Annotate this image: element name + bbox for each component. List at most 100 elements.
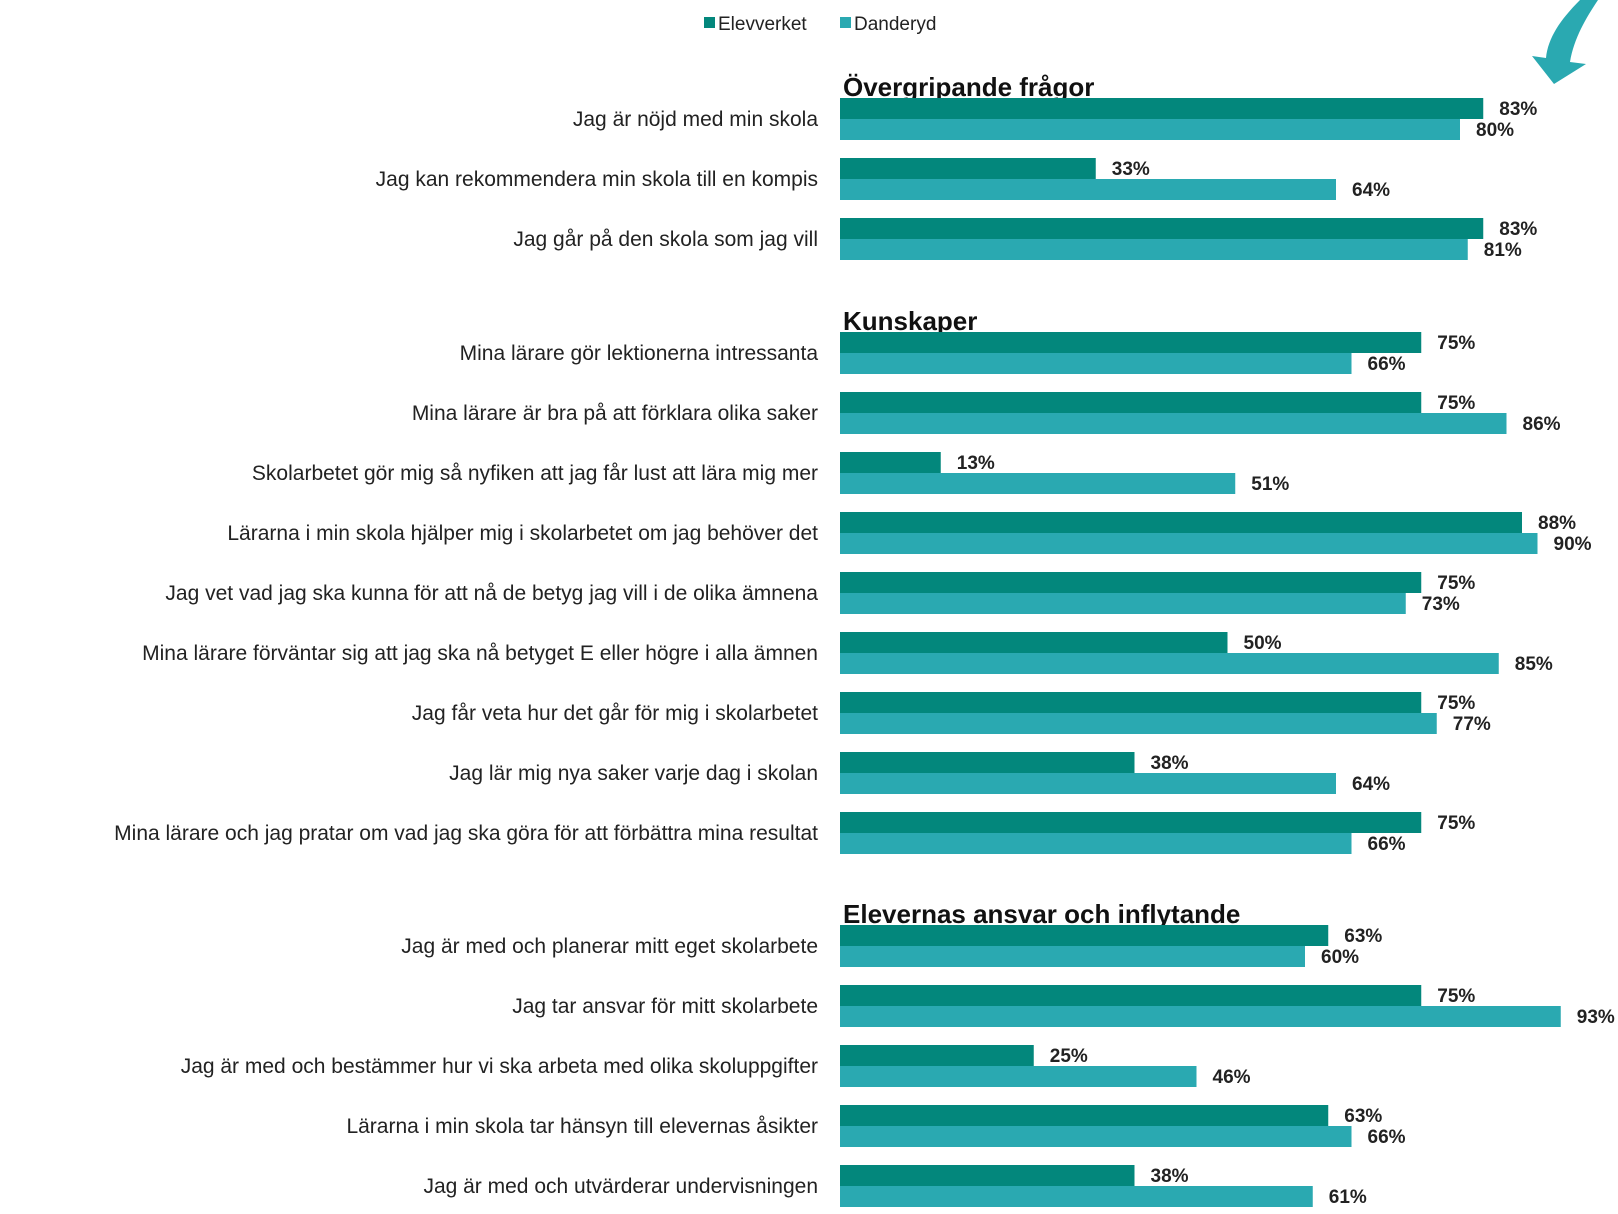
question-label: Lärarna i min skola tar hänsyn till elev… [346, 1115, 818, 1138]
value-label-elevverket: 75% [1437, 693, 1475, 714]
bar-elevverket [840, 332, 1422, 353]
bar-danderyd [840, 833, 1352, 854]
legend-label-1: Danderyd [854, 14, 936, 35]
section-1: Kunskaper Mina lärare gör lektionerna int… [114, 306, 1591, 855]
question-row: Lärarna i min skola tar hänsyn till elev… [346, 1105, 1406, 1148]
value-label-elevverket: 88% [1538, 513, 1576, 534]
question-label: Skolarbetet gör mig så nyfiken att jag f… [252, 462, 818, 485]
bar-danderyd [840, 946, 1305, 967]
question-row: Jag lär mig nya saker varje dag i skolan… [449, 752, 1390, 795]
bar-danderyd [840, 239, 1468, 260]
bar-danderyd [840, 413, 1507, 434]
section-title: Kunskaper [843, 306, 977, 336]
question-label: Jag är med och planerar mitt eget skolar… [401, 935, 818, 958]
value-label-danderyd: 61% [1329, 1187, 1367, 1208]
value-label-elevverket: 75% [1437, 393, 1475, 414]
bar-elevverket [840, 985, 1422, 1006]
value-label-danderyd: 64% [1352, 180, 1390, 201]
value-label-danderyd: 77% [1453, 714, 1491, 735]
bar-elevverket [840, 692, 1422, 713]
question-row: Mina lärare är bra på att förklara olika… [412, 392, 1561, 435]
bar-elevverket [840, 392, 1422, 413]
question-label: Jag lär mig nya saker varje dag i skolan [449, 762, 818, 785]
value-label-danderyd: 81% [1484, 240, 1522, 261]
value-label-danderyd: 86% [1523, 414, 1561, 435]
value-label-elevverket: 75% [1437, 813, 1475, 834]
value-label-danderyd: 73% [1422, 594, 1460, 615]
question-label: Jag är med och utvärderar undervisningen [423, 1175, 818, 1198]
question-row: Mina lärare och jag pratar om vad jag sk… [114, 812, 1475, 855]
bar-elevverket [840, 452, 941, 473]
question-row: Skolarbetet gör mig så nyfiken att jag f… [252, 452, 1289, 495]
value-label-elevverket: 63% [1344, 926, 1382, 947]
section-title: Elevernas ansvar och inflytande [843, 899, 1240, 929]
question-label: Mina lärare och jag pratar om vad jag sk… [114, 822, 818, 845]
section-2: Elevernas ansvar och inflytande Jag är me… [181, 899, 1615, 1208]
question-row: Mina lärare förväntar sig att jag ska nå… [142, 632, 1553, 675]
value-label-elevverket: 50% [1244, 633, 1282, 654]
question-row: Jag vet vad jag ska kunna för att nå de … [165, 572, 1475, 615]
bar-danderyd [840, 1126, 1352, 1147]
bar-danderyd [840, 1186, 1313, 1207]
bar-danderyd [840, 593, 1406, 614]
value-label-danderyd: 80% [1476, 120, 1514, 141]
bar-danderyd [840, 353, 1352, 374]
value-label-danderyd: 46% [1213, 1067, 1251, 1088]
question-label: Jag får veta hur det går för mig i skola… [412, 702, 818, 725]
bar-danderyd [840, 533, 1538, 554]
bar-elevverket [840, 1105, 1329, 1126]
value-label-danderyd: 90% [1554, 534, 1592, 555]
bar-elevverket [840, 752, 1135, 773]
question-row: Jag är med och planerar mitt eget skolar… [401, 925, 1382, 968]
value-label-danderyd: 93% [1577, 1007, 1615, 1028]
value-label-elevverket: 38% [1151, 753, 1189, 774]
value-label-elevverket: 75% [1437, 573, 1475, 594]
value-label-elevverket: 83% [1499, 99, 1537, 120]
down-arrow-icon [1532, 0, 1598, 84]
bar-elevverket [840, 925, 1329, 946]
question-row: Jag får veta hur det går för mig i skola… [412, 692, 1491, 735]
legend-swatch-0 [704, 17, 715, 28]
bar-elevverket [840, 812, 1422, 833]
value-label-danderyd: 64% [1352, 774, 1390, 795]
bar-danderyd [840, 653, 1499, 674]
bar-elevverket [840, 218, 1484, 239]
bar-elevverket [840, 632, 1228, 653]
value-label-elevverket: 63% [1344, 1106, 1382, 1127]
bar-danderyd [840, 713, 1437, 734]
question-label: Mina lärare är bra på att förklara olika… [412, 402, 818, 425]
bar-danderyd [840, 1066, 1197, 1087]
value-label-elevverket: 33% [1112, 159, 1150, 180]
bar-elevverket [840, 1165, 1135, 1186]
value-label-danderyd: 66% [1368, 354, 1406, 375]
question-row: Lärarna i min skola hjälper mig i skolar… [227, 512, 1592, 555]
value-label-danderyd: 66% [1368, 1127, 1406, 1148]
bar-danderyd [840, 179, 1336, 200]
legend: Elevverket Danderyd [704, 14, 936, 35]
value-label-elevverket: 75% [1437, 986, 1475, 1007]
question-label: Mina lärare gör lektionerna intressanta [460, 342, 819, 365]
question-row: Jag kan rekommendera min skola till en k… [376, 158, 1390, 201]
bar-elevverket [840, 1045, 1034, 1066]
value-label-elevverket: 75% [1437, 333, 1475, 354]
question-label: Mina lärare förväntar sig att jag ska nå… [142, 642, 818, 665]
value-label-elevverket: 83% [1499, 219, 1537, 240]
question-label: Jag tar ansvar för mitt skolarbete [512, 995, 818, 1018]
question-row: Jag är nöjd med min skola 83%80% [573, 98, 1537, 141]
bar-elevverket [840, 98, 1484, 119]
question-row: Jag går på den skola som jag vill 83%81% [513, 218, 1537, 261]
question-label: Jag kan rekommendera min skola till en k… [376, 168, 818, 191]
value-label-danderyd: 66% [1368, 834, 1406, 855]
bar-elevverket [840, 158, 1096, 179]
bar-danderyd [840, 119, 1460, 140]
value-label-danderyd: 85% [1515, 654, 1553, 675]
legend-swatch-1 [840, 17, 851, 28]
question-row: Jag är med och bestämmer hur vi ska arbe… [181, 1045, 1251, 1088]
bar-elevverket [840, 572, 1422, 593]
value-label-danderyd: 51% [1251, 474, 1289, 495]
bar-elevverket [840, 512, 1522, 533]
value-label-elevverket: 38% [1151, 1166, 1189, 1187]
